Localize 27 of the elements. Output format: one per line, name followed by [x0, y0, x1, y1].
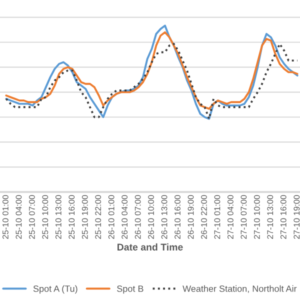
- x-tick-label: 25-10 19:00: [82, 195, 88, 239]
- x-tick-label: 27-10 01:00: [214, 195, 220, 239]
- legend-label: Weather Station, Northolt Air: [182, 285, 297, 293]
- x-tick-label: 27-10 16:00: [280, 195, 286, 239]
- x-tick-label: 26-10 16:00: [174, 195, 180, 239]
- x-tick-label: 27-10 04:00: [228, 195, 234, 239]
- x-tick-label: 26-10 01:00: [108, 195, 114, 239]
- x-tick-label: 26-10 22:00: [201, 195, 207, 239]
- x-tick-label: 26-10 10:00: [148, 195, 154, 239]
- x-tick-label: 25-10 22:00: [95, 195, 102, 239]
- x-tick-label: 26-10 07:00: [134, 195, 141, 239]
- x-tick-label: 26-10 04:00: [122, 195, 128, 239]
- legend-label: Spot B: [117, 286, 144, 294]
- x-tick-label: 25-10 07:00: [28, 195, 35, 239]
- x-tick-label: 25-10 10:00: [42, 195, 48, 239]
- x-tick-label: 27-10 10:00: [254, 195, 260, 239]
- x-tick-label: 27-10 19:00: [294, 195, 300, 239]
- x-tick-label: 27-10 13:00: [267, 195, 274, 239]
- x-tick-label: 25-10 16:00: [68, 195, 75, 239]
- x-tick-label: 25-10 01:00: [2, 195, 8, 239]
- x-tick-label: 25-10 13:00: [55, 195, 62, 239]
- x-tick-label: 27-10 07:00: [240, 195, 247, 239]
- x-tick-label: 26-10 13:00: [161, 195, 168, 239]
- x-tick-label: 26-10 19:00: [188, 195, 194, 239]
- x-tick-label: 25-10 04:00: [16, 195, 22, 239]
- x-axis-title: Date and Time: [118, 243, 183, 251]
- legend-label: Spot A (Tu): [33, 285, 78, 294]
